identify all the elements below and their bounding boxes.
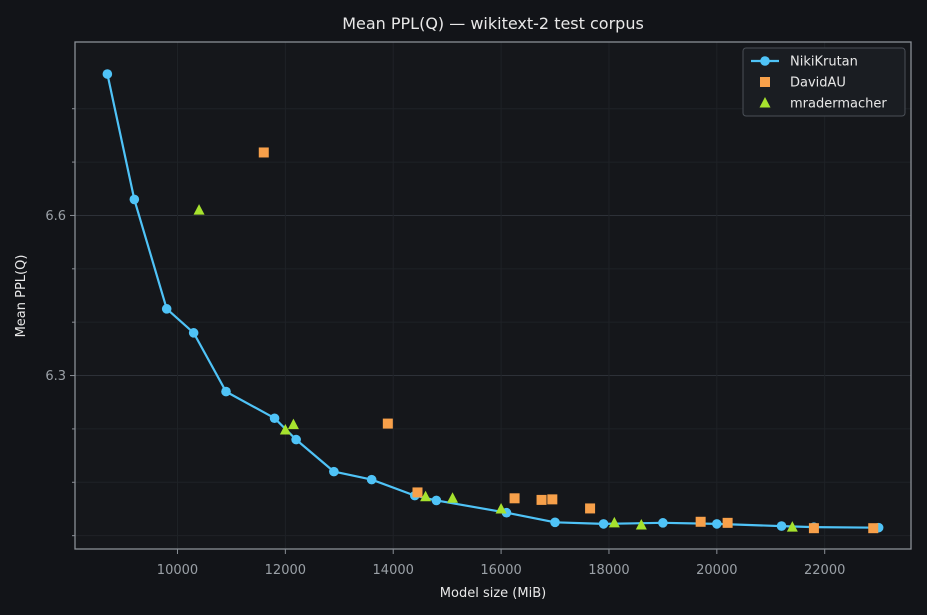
data-point-davidau: [722, 517, 733, 528]
x-tick-label: 14000: [373, 563, 414, 578]
data-point-mradermacher: [420, 490, 432, 502]
legend: NikiKrutan DavidAU mradermacher: [742, 47, 906, 117]
x-tick-label: 12000: [265, 563, 306, 578]
y-tick-label: 6.6: [45, 209, 66, 224]
series-mradermacher: [193, 204, 798, 532]
y-tick-label: 6.3: [45, 369, 66, 384]
data-point-nikikrutan: [550, 517, 560, 528]
data-point-nikikrutan: [776, 521, 787, 531]
ticks: 6.3 6.6 10000 12000 14000 16000 18000 20000 2200…: [45, 108, 845, 578]
legend-marker-davidau: [760, 77, 770, 87]
data-point-mradermacher: [635, 518, 647, 530]
data-point-davidau: [695, 516, 706, 527]
legend-marker-nikikrutan: [760, 56, 770, 66]
data-point-nikikrutan: [658, 518, 668, 528]
x-tick-label: 22000: [804, 563, 845, 578]
data-point-nikikrutan: [269, 413, 280, 424]
x-tick-label: 16000: [480, 563, 521, 578]
series-layer: [102, 69, 884, 534]
x-tick-label: 10000: [157, 563, 198, 578]
x-tick-label: 20000: [696, 563, 737, 578]
legend-label-mradermacher: mradermacher: [790, 97, 887, 112]
data-point-davidau: [868, 523, 879, 534]
data-point-davidau: [808, 523, 819, 534]
data-point-mradermacher: [786, 521, 798, 532]
data-point-mradermacher: [495, 502, 507, 514]
legend-box: [742, 47, 906, 117]
data-point-nikikrutan: [221, 386, 231, 397]
data-point-nikikrutan: [366, 474, 377, 485]
data-point-davidau: [382, 418, 393, 429]
x-axis-label: Model size (MiB): [440, 586, 546, 601]
data-point-mradermacher: [279, 423, 291, 435]
data-point-davidau: [412, 487, 423, 498]
data-point-mradermacher: [193, 204, 205, 215]
data-point-nikikrutan: [188, 328, 199, 338]
data-point-nikikrutan: [161, 304, 172, 314]
data-point-nikikrutan: [102, 69, 113, 79]
data-point-davidau: [258, 147, 269, 158]
data-point-davidau: [536, 494, 547, 505]
data-point-nikikrutan: [291, 434, 301, 445]
data-point-nikikrutan: [598, 519, 609, 529]
data-point-nikikrutan: [712, 519, 722, 529]
data-point-davidau: [509, 493, 520, 504]
legend-label-nikikrutan: NikiKrutan: [790, 55, 858, 70]
data-point-nikikrutan: [129, 194, 140, 205]
data-point-davidau: [547, 494, 558, 505]
legend-label-davidau: DavidAU: [790, 76, 846, 91]
data-point-nikikrutan: [431, 495, 442, 506]
series-davidau: [258, 147, 879, 534]
legend-marker-mradermacher: [759, 97, 771, 108]
plot-frame: [74, 41, 912, 550]
data-point-mradermacher: [608, 516, 620, 528]
data-point-mradermacher: [287, 418, 299, 430]
grid: [75, 42, 911, 549]
data-point-mradermacher: [447, 492, 459, 503]
chart-title: Mean PPL(Q) — wikitext-2 test corpus: [342, 14, 644, 33]
y-axis-label: Mean PPL(Q): [14, 255, 29, 338]
data-point-davidau: [585, 503, 596, 514]
data-point-nikikrutan: [329, 466, 339, 477]
x-tick-label: 18000: [588, 563, 629, 578]
plot-area: [75, 42, 911, 549]
